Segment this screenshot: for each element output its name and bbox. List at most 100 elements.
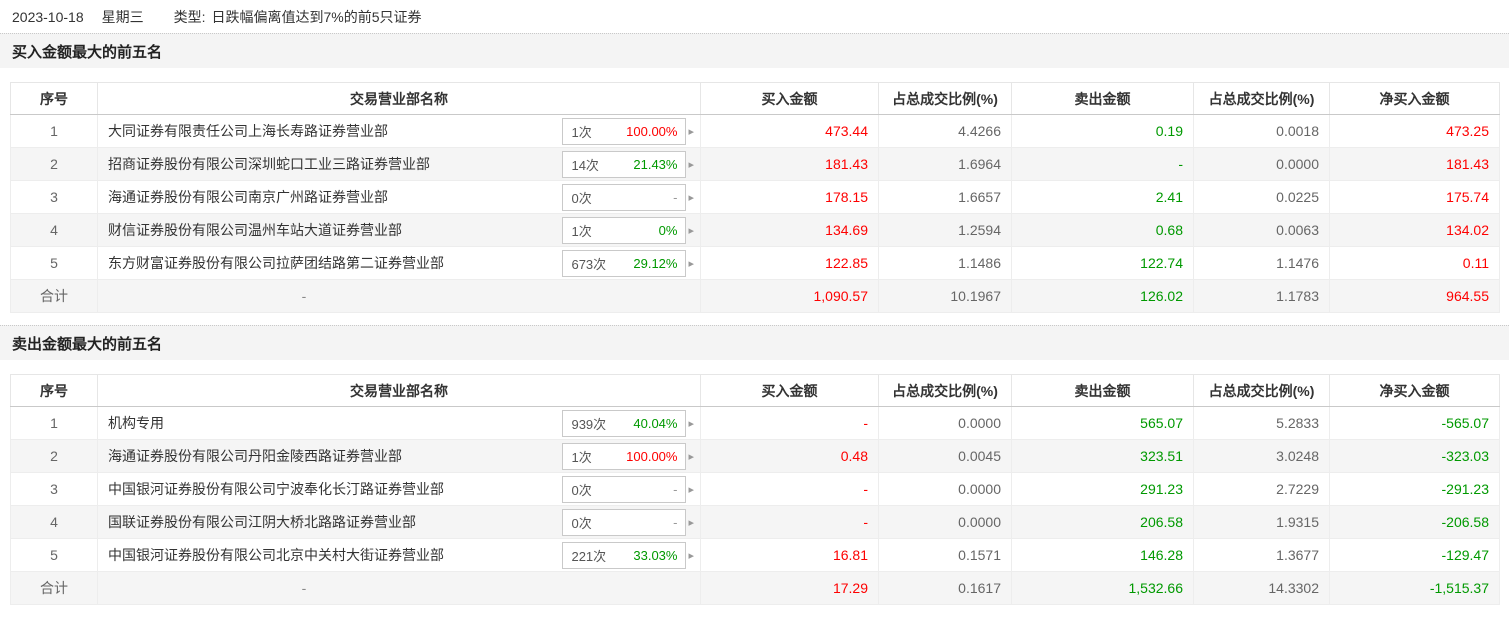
broker-name: 招商证券股份有限公司深圳蛇口工业三路证券营业部 bbox=[108, 156, 430, 172]
cell-buy-amount: 181.43 bbox=[700, 147, 879, 181]
chevron-right-icon[interactable]: ▸ bbox=[688, 158, 694, 171]
rank-history-badge[interactable]: 14次 21.43% bbox=[562, 150, 687, 178]
rank-history-badge[interactable]: 221次 33.03% bbox=[562, 541, 687, 569]
row-index: 1 bbox=[10, 114, 98, 148]
win-rate: 0% bbox=[658, 222, 678, 238]
win-rate: 29.12% bbox=[633, 255, 678, 271]
section-title-text: 买入金额最大的前五名 bbox=[12, 43, 163, 61]
cell-sell-ratio: 5.2833 bbox=[1193, 406, 1330, 440]
rank-history-badge[interactable]: 0次 - bbox=[562, 475, 687, 503]
cell-net-amount: -323.03 bbox=[1329, 439, 1500, 473]
cell-buy-ratio: 0.0000 bbox=[878, 505, 1012, 539]
sell-top5-table: 序号 交易营业部名称 买入金额 占总成交比例(%) 卖出金额 占总成交比例(%)… bbox=[10, 374, 1500, 605]
broker-name: 大同证券有限责任公司上海长寿路证券营业部 bbox=[108, 123, 388, 139]
chevron-right-icon[interactable]: ▸ bbox=[688, 450, 694, 463]
chevron-right-icon[interactable]: ▸ bbox=[688, 125, 694, 138]
table-total-row: 合计 - 1,090.57 10.1967 126.02 1.1783 964.… bbox=[10, 279, 1500, 313]
cell-buy-amount: 16.81 bbox=[700, 538, 879, 572]
cell-net-amount: -129.47 bbox=[1329, 538, 1500, 572]
row-index: 3 bbox=[10, 472, 98, 506]
table-row: 3 海通证券股份有限公司南京广州路证券营业部 0次 - ▸ 178.15 1.6… bbox=[10, 180, 1500, 214]
cell-buy-ratio: 10.1967 bbox=[878, 279, 1012, 313]
cell-net-amount: 134.02 bbox=[1329, 213, 1500, 247]
weekday-label: 星期三 bbox=[101, 8, 144, 25]
chevron-right-icon[interactable]: ▸ bbox=[688, 224, 694, 237]
cell-sell-ratio: 1.9315 bbox=[1193, 505, 1330, 539]
col-header-sell-ratio: 占总成交比例(%) bbox=[1193, 82, 1330, 115]
table-row: 2 招商证券股份有限公司深圳蛇口工业三路证券营业部 14次 21.43% ▸ 1… bbox=[10, 147, 1500, 181]
row-index: 4 bbox=[10, 213, 98, 247]
col-header-sell-amount: 卖出金额 bbox=[1011, 374, 1194, 407]
row-index: 3 bbox=[10, 180, 98, 214]
broker-name: 机构专用 bbox=[108, 415, 164, 431]
rank-history-badge[interactable]: 1次 0% bbox=[562, 216, 687, 244]
trade-date: 2023-10-18 bbox=[12, 8, 84, 25]
cell-net-amount: -291.23 bbox=[1329, 472, 1500, 506]
col-header-net-amount: 净买入金额 bbox=[1329, 374, 1500, 407]
cell-buy-amount: 122.85 bbox=[700, 246, 879, 280]
broker-name: 中国银河证券股份有限公司北京中关村大街证券营业部 bbox=[108, 547, 444, 563]
cell-buy-ratio: 0.1617 bbox=[878, 571, 1012, 605]
cell-buy-ratio: 4.4266 bbox=[878, 114, 1012, 148]
table-row: 1 大同证券有限责任公司上海长寿路证券营业部 1次 100.00% ▸ 473.… bbox=[10, 114, 1500, 148]
cell-sell-amount: 146.28 bbox=[1011, 538, 1194, 572]
cell-sell-ratio: 1.1783 bbox=[1193, 279, 1330, 313]
cell-net-amount: 0.11 bbox=[1329, 246, 1500, 280]
cell-buy-ratio: 0.0000 bbox=[878, 472, 1012, 506]
section-title-buy-top5: 买入金额最大的前五名 bbox=[0, 33, 1509, 68]
chevron-right-icon[interactable]: ▸ bbox=[688, 257, 694, 270]
broker-name: 海通证券股份有限公司丹阳金陵西路证券营业部 bbox=[108, 448, 402, 464]
rank-history-badge[interactable]: 939次 40.04% bbox=[562, 409, 687, 437]
type-value: 日跌幅偏离值达到7%的前5只证券 bbox=[211, 8, 422, 25]
cell-buy-ratio: 1.6657 bbox=[878, 180, 1012, 214]
chevron-right-icon[interactable]: ▸ bbox=[688, 516, 694, 529]
rank-history-badge[interactable]: 0次 - bbox=[562, 183, 687, 211]
cell-sell-amount: 323.51 bbox=[1011, 439, 1194, 473]
row-index: 2 bbox=[10, 147, 98, 181]
win-rate: 21.43% bbox=[633, 156, 678, 172]
rank-history-badge[interactable]: 0次 - bbox=[562, 508, 687, 536]
total-label: 合计 bbox=[10, 571, 98, 605]
cell-buy-ratio: 1.1486 bbox=[878, 246, 1012, 280]
win-rate: 100.00% bbox=[626, 123, 678, 139]
cell-buy-ratio: 0.0045 bbox=[878, 439, 1012, 473]
appear-times: 221次 bbox=[571, 548, 607, 564]
col-header-broker: 交易营业部名称 bbox=[97, 374, 701, 407]
cell-sell-ratio: 0.0225 bbox=[1193, 180, 1330, 214]
cell-buy-amount: - bbox=[700, 472, 879, 506]
broker-name: 东方财富证券股份有限公司拉萨团结路第二证券营业部 bbox=[108, 255, 444, 271]
cell-net-amount: 175.74 bbox=[1329, 180, 1500, 214]
rank-history-badge[interactable]: 1次 100.00% bbox=[562, 117, 687, 145]
chevron-right-icon[interactable]: ▸ bbox=[688, 549, 694, 562]
chevron-right-icon[interactable]: ▸ bbox=[688, 483, 694, 496]
col-header-buy-amount: 买入金额 bbox=[700, 374, 879, 407]
buy-top5-table: 序号 交易营业部名称 买入金额 占总成交比例(%) 卖出金额 占总成交比例(%)… bbox=[10, 82, 1500, 313]
cell-sell-amount: 0.68 bbox=[1011, 213, 1194, 247]
total-name-placeholder: - bbox=[97, 571, 701, 605]
cell-net-amount: -1,515.37 bbox=[1329, 571, 1500, 605]
chevron-right-icon[interactable]: ▸ bbox=[688, 191, 694, 204]
cell-buy-amount: 17.29 bbox=[700, 571, 879, 605]
appear-times: 1次 bbox=[571, 124, 592, 140]
col-header-net-amount: 净买入金额 bbox=[1329, 82, 1500, 115]
appear-times: 0次 bbox=[571, 190, 592, 206]
section-title-sell-top5: 卖出金额最大的前五名 bbox=[0, 325, 1509, 360]
rank-history-badge[interactable]: 673次 29.12% bbox=[562, 249, 687, 277]
table-row: 5 中国银河证券股份有限公司北京中关村大街证券营业部 221次 33.03% ▸… bbox=[10, 538, 1500, 572]
broker-name: 中国银河证券股份有限公司宁波奉化长汀路证券营业部 bbox=[108, 481, 444, 497]
col-header-buy-amount: 买入金额 bbox=[700, 82, 879, 115]
col-header-index: 序号 bbox=[10, 374, 98, 407]
rank-history-badge[interactable]: 1次 100.00% bbox=[562, 442, 687, 470]
broker-name: 国联证券股份有限公司江阴大桥北路路证券营业部 bbox=[108, 514, 416, 530]
cell-buy-amount: - bbox=[700, 505, 879, 539]
type-label: 类型: bbox=[173, 8, 206, 25]
table-header-row: 序号 交易营业部名称 买入金额 占总成交比例(%) 卖出金额 占总成交比例(%)… bbox=[10, 82, 1500, 115]
cell-buy-amount: 1,090.57 bbox=[700, 279, 879, 313]
win-rate: 33.03% bbox=[633, 547, 678, 563]
cell-buy-ratio: 0.1571 bbox=[878, 538, 1012, 572]
win-rate: 100.00% bbox=[626, 448, 678, 464]
cell-sell-amount: 1,532.66 bbox=[1011, 571, 1194, 605]
appear-times: 1次 bbox=[571, 223, 592, 239]
chevron-right-icon[interactable]: ▸ bbox=[688, 417, 694, 430]
row-index: 5 bbox=[10, 538, 98, 572]
